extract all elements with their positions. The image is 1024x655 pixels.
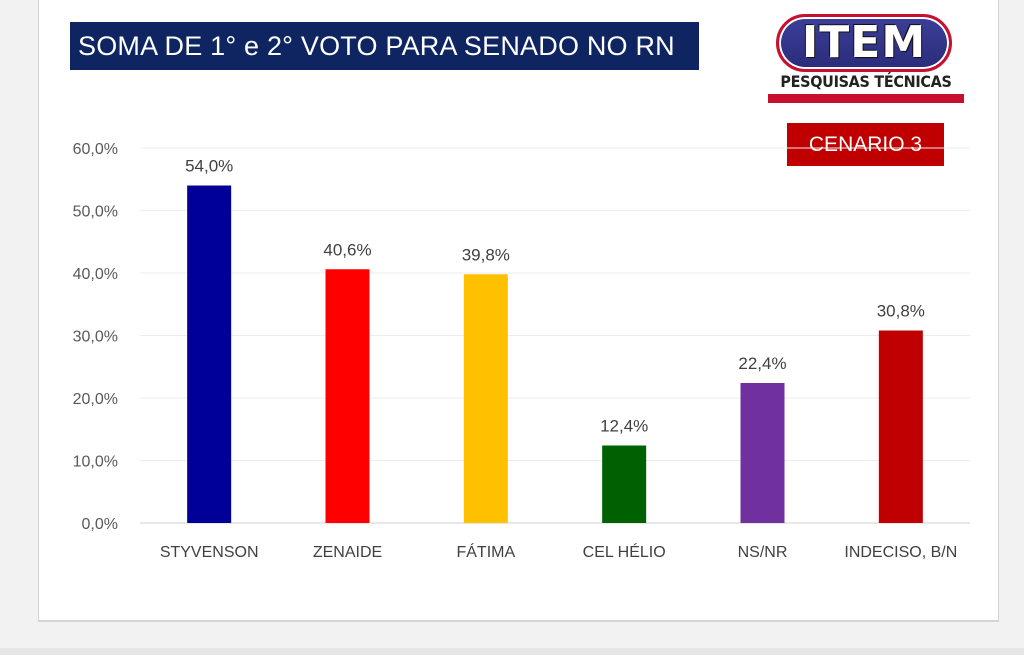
x-tick-label: NS/NR (738, 544, 788, 561)
x-tick-label: STYVENSON (160, 544, 259, 561)
y-tick-label: 20,0% (73, 391, 118, 408)
data-label: 39,8% (462, 245, 510, 264)
scenario-badge: CENARIO 3 (787, 123, 944, 166)
logo-name: ITEM (801, 17, 927, 68)
bar (740, 383, 785, 523)
bar (602, 445, 647, 523)
logo-subtitle: PESQUISAS TÉCNICAS (780, 72, 952, 91)
data-label: 22,4% (738, 354, 786, 373)
chart-title: SOMA DE 1° e 2° VOTO PARA SENADO NO RN (70, 22, 699, 70)
y-tick-label: 40,0% (73, 266, 118, 283)
y-tick-label: 0,0% (82, 516, 118, 533)
y-tick-label: 30,0% (73, 329, 118, 346)
y-tick-label: 60,0% (73, 141, 118, 158)
x-tick-label: ZENAIDE (313, 544, 382, 561)
x-tick-label: INDECISO, B/N (844, 544, 957, 561)
y-tick-label: 50,0% (73, 204, 118, 221)
item-logo: ITEM PESQUISAS TÉCNICAS (768, 14, 964, 106)
data-label: 12,4% (600, 417, 648, 436)
x-tick-label: FÁTIMA (456, 542, 515, 561)
bar (463, 274, 508, 523)
x-tick-label: CEL HÉLIO (583, 542, 666, 561)
bar (878, 330, 923, 523)
y-tick-label: 10,0% (73, 454, 118, 471)
bottom-divider (0, 648, 1024, 655)
logo-underline (768, 94, 964, 103)
bar (187, 185, 232, 523)
bar-chart: 0,0% 10,0% 20,0% 30,0% 40,0% 50,0% 60,0% 54,0% S… (73, 141, 970, 561)
data-label: 30,8% (877, 302, 925, 321)
data-label: 54,0% (185, 157, 233, 176)
data-label: 40,6% (323, 240, 371, 259)
bar (325, 269, 370, 523)
logo-badge (776, 14, 952, 72)
